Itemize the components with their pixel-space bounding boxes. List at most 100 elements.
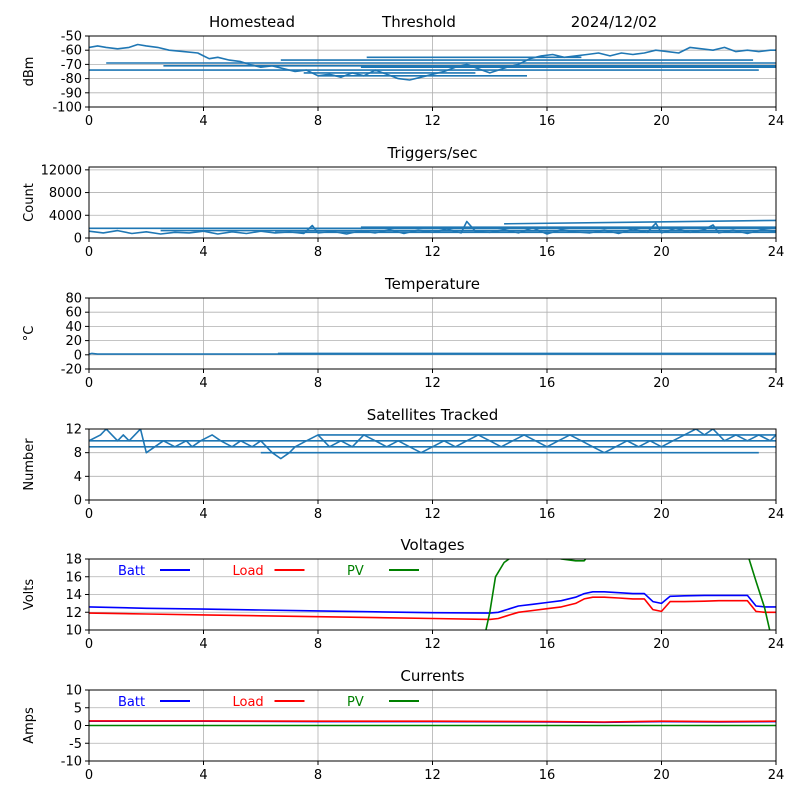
voltages-series-batt-line	[89, 590, 776, 614]
voltages-legend-batt-label: Batt	[118, 564, 145, 579]
triggers-xtick-label: 20	[653, 245, 670, 260]
triggers-xtick-label: 4	[199, 245, 207, 260]
triggers-xtick-label: 24	[768, 245, 785, 260]
temperature-ytick-label: 80	[65, 292, 82, 307]
currents-title: Currents	[400, 667, 464, 685]
currents-series-load-line	[89, 720, 776, 723]
temperature-ytick-label: -20	[61, 363, 82, 378]
triggers-xtick-label: 8	[314, 245, 322, 260]
triggers-ytick-label: 8000	[49, 186, 82, 201]
currents-ytick-label: 10	[65, 684, 82, 699]
currents-ylabel: Amps	[22, 707, 37, 744]
voltages-ytick-label: 18	[65, 553, 82, 568]
currents-xtick-label: 0	[85, 768, 93, 783]
voltages-ytick-label: 10	[65, 624, 82, 639]
temperature-ytick-label: 20	[65, 334, 82, 349]
satellites-series-0-line	[89, 429, 776, 460]
signal-xtick-label: 12	[424, 114, 441, 129]
signal-xtick-label: 16	[539, 114, 556, 129]
triggers-series-5-line	[504, 219, 776, 225]
satellites-xtick-label: 12	[424, 507, 441, 522]
voltages-xtick-label: 12	[424, 637, 441, 652]
triggers-ylabel: Count	[22, 183, 37, 222]
currents-xtick-label: 16	[539, 768, 556, 783]
voltages-xtick-label: 20	[653, 637, 670, 652]
triggers-xtick-label: 16	[539, 245, 556, 260]
voltages-ytick-label: 16	[65, 570, 82, 585]
signal-xtick-label: 4	[199, 114, 207, 129]
currents-ytick-label: 0	[74, 719, 82, 734]
satellites-ylabel: Number	[22, 438, 37, 491]
voltages-ylabel: Volts	[22, 579, 37, 611]
currents-series-group	[89, 720, 776, 727]
temperature-title: Temperature	[384, 275, 480, 293]
voltages-series-load-line	[89, 596, 776, 621]
temperature-xtick-label: 20	[653, 376, 670, 391]
currents-xtick-label: 24	[768, 768, 785, 783]
temperature-series-group	[89, 352, 776, 355]
signal-series-group	[89, 43, 776, 81]
currents-xtick-label: 8	[314, 768, 322, 783]
signal-xtick-label: 8	[314, 114, 322, 129]
currents-legend-load-label: Load	[233, 695, 264, 710]
triggers-xtick-label: 12	[424, 245, 441, 260]
satellites-xtick-label: 0	[85, 507, 93, 522]
triggers-ytick-label: 0	[74, 232, 82, 247]
triggers-xtick-label: 0	[85, 245, 93, 260]
satellites-xtick-label: 20	[653, 507, 670, 522]
triggers-chart: 0 4 8 12 16 20 24 0 4000 8000 12000 Triggers/sec Cou…	[22, 144, 784, 260]
signal-xtick-label: 24	[768, 114, 785, 129]
voltages-ytick-label: 14	[65, 588, 82, 603]
signal-xtick-label: 0	[85, 114, 93, 129]
satellites-xtick-label: 16	[539, 507, 556, 522]
temperature-ytick-label: 40	[65, 320, 82, 335]
currents-legend-batt-label: Batt	[118, 695, 145, 710]
voltages-series-group	[89, 559, 776, 630]
triggers-ytick-label: 4000	[49, 209, 82, 224]
temperature-xtick-label: 8	[314, 376, 322, 391]
signal-xtick-label: 20	[653, 114, 670, 129]
currents-ytick-label: -5	[69, 737, 82, 752]
temperature-xtick-label: 4	[199, 376, 207, 391]
temperature-xtick-label: 0	[85, 376, 93, 391]
temperature-ytick-label: 60	[65, 306, 82, 321]
signal-ytick-label: -80	[61, 72, 82, 87]
voltages-chart: 0 4 8 12 16 20 24 10 12 14 16 18 Voltages Volts Batt Lo…	[22, 536, 784, 652]
signal-chart: 0 4 8 12 16 20 24 -100-90-80-70-60-50 dBm	[22, 30, 784, 130]
currents-ytick-label: -10	[61, 755, 82, 770]
satellites-ytick-label: 4	[74, 470, 82, 485]
header-date: 2024/12/02	[571, 13, 657, 31]
satellites-ytick-label: 8	[74, 446, 82, 461]
currents-chart: 0 4 8 12 16 20 24 -10 -5 0 5 10 Currents Amps Batt Load…	[22, 667, 784, 783]
voltages-legend-load-label: Load	[233, 564, 264, 579]
header-station: Homestead	[209, 13, 295, 31]
voltages-xtick-label: 4	[199, 637, 207, 652]
voltages-xtick-label: 16	[539, 637, 556, 652]
satellites-chart: 0 4 8 12 16 20 24 0 4 8 12 Satellites Tracked Number	[22, 406, 784, 522]
temperature-xtick-label: 24	[768, 376, 785, 391]
temperature-ylabel: °C	[22, 326, 37, 342]
signal-ytick-label: -100	[52, 101, 82, 116]
currents-xtick-label: 12	[424, 768, 441, 783]
signal-ytick-label: -50	[61, 30, 82, 45]
currents-ytick-label: 5	[74, 701, 82, 716]
voltages-ytick-label: 12	[65, 606, 82, 621]
satellites-series-group	[89, 429, 776, 460]
voltages-legend-pv-label: PV	[347, 564, 364, 579]
temperature-xtick-label: 12	[424, 376, 441, 391]
triggers-title: Triggers/sec	[387, 144, 478, 162]
satellites-xtick-label: 4	[199, 507, 207, 522]
signal-ytick-label: -90	[61, 86, 82, 101]
satellites-xtick-label: 24	[768, 507, 785, 522]
satellites-ytick-label: 0	[74, 494, 82, 509]
voltages-series-pv-line	[485, 559, 771, 630]
triggers-series-group	[89, 219, 776, 235]
header-mode: Threshold	[381, 13, 456, 31]
satellites-xtick-label: 8	[314, 507, 322, 522]
voltages-xtick-label: 24	[768, 637, 785, 652]
voltages-xtick-label: 8	[314, 637, 322, 652]
voltages-title: Voltages	[400, 536, 464, 554]
